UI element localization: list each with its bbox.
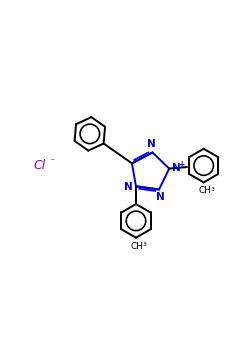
Text: 3: 3 <box>210 187 214 192</box>
Text: ⁻: ⁻ <box>49 157 54 167</box>
Text: CH: CH <box>198 186 211 195</box>
Text: CH: CH <box>130 241 143 251</box>
Text: N: N <box>147 140 156 149</box>
Text: 3: 3 <box>143 242 147 247</box>
Text: N: N <box>124 182 133 192</box>
Text: N: N <box>172 163 181 173</box>
Text: +: + <box>178 160 184 169</box>
Text: N: N <box>156 193 164 202</box>
Text: Cl: Cl <box>33 159 45 172</box>
